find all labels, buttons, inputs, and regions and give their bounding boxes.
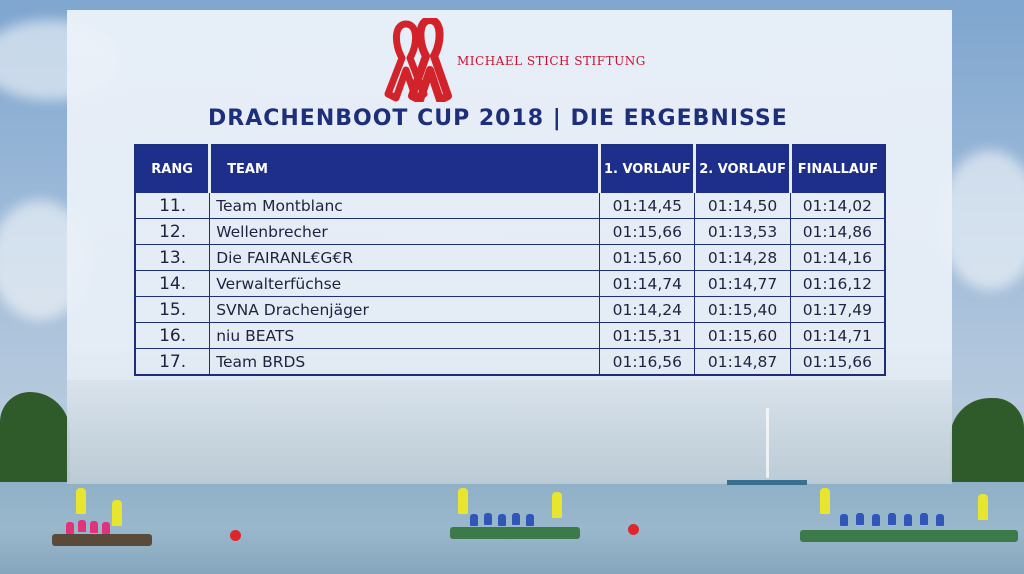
- trees-left: [0, 392, 70, 482]
- barge: [727, 480, 807, 485]
- table-row: 11. Team Montblanc 01:14,45 01:14,50 01:…: [135, 193, 885, 219]
- vorlauf1-cell: 01:15,60: [599, 244, 696, 271]
- vorlauf1-cell: 01:15,31: [599, 322, 696, 349]
- page-title: DRACHENBOOT CUP 2018 | DIE ERGEBNISSE: [208, 106, 788, 131]
- finallauf-cell: 01:14,16: [790, 244, 885, 271]
- column-header-team: TEAM: [209, 145, 602, 193]
- column-header-rang: RANG: [135, 145, 212, 193]
- rank-cell: 14.: [135, 270, 211, 297]
- team-cell: Wellenbrecher: [209, 218, 601, 245]
- rank-cell: 17.: [135, 348, 211, 375]
- fountain: [766, 408, 769, 478]
- finallauf-cell: 01:14,86: [790, 218, 885, 245]
- vorlauf1-cell: 01:14,74: [599, 270, 696, 297]
- column-header-vorlauf1: 1. VORLAUF: [599, 145, 697, 193]
- rank-cell: 13.: [135, 244, 211, 271]
- finallauf-cell: 01:14,71: [790, 322, 885, 349]
- vorlauf2-cell: 01:14,28: [694, 244, 791, 271]
- vorlauf2-cell: 01:15,40: [694, 296, 791, 323]
- vorlauf2-cell: 01:14,77: [694, 270, 791, 297]
- vorlauf1-cell: 01:14,45: [599, 193, 696, 219]
- table-row: 17. Team BRDS 01:16,56 01:14,87 01:15,66: [135, 348, 885, 375]
- rank-cell: 15.: [135, 296, 211, 323]
- column-header-vorlauf2: 2. VORLAUF: [694, 145, 792, 193]
- table-row: 15. SVNA Drachenjäger 01:14,24 01:15,40 …: [135, 296, 885, 323]
- vorlauf2-cell: 01:14,50: [694, 193, 791, 219]
- rank-cell: 12.: [135, 218, 211, 245]
- course-buoy: [628, 524, 639, 535]
- vorlauf2-cell: 01:15,60: [694, 322, 791, 349]
- table-row: 14. Verwalterfüchse 01:14,74 01:14,77 01…: [135, 270, 885, 297]
- team-cell: Die FAIRANL€G€R: [209, 244, 601, 271]
- vorlauf1-cell: 01:16,56: [599, 348, 696, 375]
- table-header-row: RANG TEAM 1. VORLAUF 2. VORLAUF FINALLAU…: [135, 145, 885, 193]
- rank-cell: 16.: [135, 322, 211, 349]
- cloud: [940, 150, 1024, 290]
- table-row: 12. Wellenbrecher 01:15,66 01:13,53 01:1…: [135, 218, 885, 245]
- table-row: 13. Die FAIRANL€G€R 01:15,60 01:14,28 01…: [135, 244, 885, 271]
- team-cell: Team BRDS: [209, 348, 601, 375]
- finallauf-cell: 01:14,02: [790, 193, 885, 219]
- team-cell: Verwalterfüchse: [209, 270, 601, 297]
- column-header-finallauf: FINALLAUF: [790, 145, 885, 193]
- red-ribbon-icon: [384, 18, 452, 102]
- vorlauf1-cell: 01:15,66: [599, 218, 696, 245]
- results-table: RANG TEAM 1. VORLAUF 2. VORLAUF FINALLAU…: [134, 144, 886, 376]
- panel-scenery-fade: [67, 380, 952, 484]
- foundation-name: MICHAEL STICH STIFTUNG: [457, 54, 646, 68]
- vorlauf2-cell: 01:13,53: [694, 218, 791, 245]
- rank-cell: 11.: [135, 193, 211, 219]
- course-buoy: [230, 530, 241, 541]
- trees-right: [950, 398, 1024, 482]
- team-cell: Team Montblanc: [209, 193, 601, 219]
- vorlauf2-cell: 01:14,87: [694, 348, 791, 375]
- finallauf-cell: 01:17,49: [790, 296, 885, 323]
- team-cell: SVNA Drachenjäger: [209, 296, 601, 323]
- finallauf-cell: 01:15,66: [802, 352, 873, 371]
- vorlauf1-cell: 01:14,24: [599, 296, 696, 323]
- finallauf-cell: 01:16,12: [790, 270, 885, 297]
- team-cell: niu BEATS: [209, 322, 601, 349]
- table-row: 16. niu BEATS 01:15,31 01:15,60 01:14,71: [135, 322, 885, 349]
